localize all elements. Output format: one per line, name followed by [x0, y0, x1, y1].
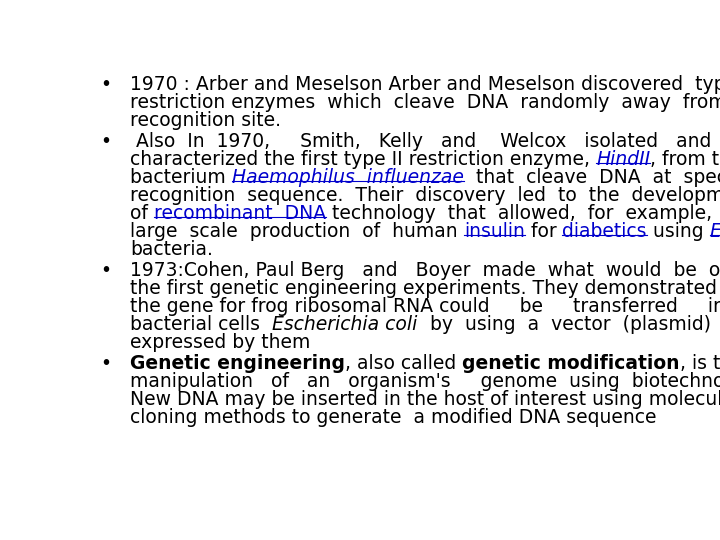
Text: expressed by them: expressed by them: [130, 333, 310, 353]
Text: technology  that  allowed,  for  example,  the: technology that allowed, for example, th…: [326, 204, 720, 224]
Text: Escherichia coli: Escherichia coli: [272, 315, 418, 334]
Text: recombinant  DNA: recombinant DNA: [154, 204, 326, 224]
Text: New DNA may be inserted in the host of interest using molecular: New DNA may be inserted in the host of i…: [130, 390, 720, 409]
Text: Also  In  1970,     Smith,   Kelly   and    Welcox   isolated   and: Also In 1970, Smith, Kelly and Welcox is…: [130, 132, 711, 151]
Text: characterized the first type II restriction enzyme,: characterized the first type II restrict…: [130, 150, 596, 169]
Text: bacterium: bacterium: [130, 168, 232, 187]
Text: diabetics: diabetics: [562, 222, 647, 241]
Text: HindII: HindII: [596, 150, 650, 169]
Text: , from the: , from the: [650, 150, 720, 169]
Text: •: •: [100, 261, 111, 280]
Text: Haemophilus  influenzae: Haemophilus influenzae: [232, 168, 464, 187]
Text: of: of: [130, 204, 154, 224]
Text: E. coli: E. coli: [709, 222, 720, 241]
Text: by  using  a  vector  (plasmid)  then: by using a vector (plasmid) then: [418, 315, 720, 334]
Text: cloning methods to generate  a modified DNA sequence: cloning methods to generate a modified D…: [130, 408, 657, 427]
Text: recognition site.: recognition site.: [130, 111, 282, 130]
Text: bacteria.: bacteria.: [130, 240, 213, 260]
Text: insulin: insulin: [464, 222, 525, 241]
Text: that  cleave  DNA  at  specific: that cleave DNA at specific: [464, 168, 720, 187]
Text: •: •: [100, 354, 111, 373]
Text: manipulation   of   an   organism's     genome  using  biotechnology.: manipulation of an organism's genome usi…: [130, 372, 720, 391]
Text: the first genetic engineering experiments. They demonstrated that: the first genetic engineering experiment…: [130, 279, 720, 298]
Text: 1970 : Arber and Meselson Arber and Meselson discovered  type I: 1970 : Arber and Meselson Arber and Mese…: [130, 75, 720, 94]
Text: for: for: [525, 222, 562, 241]
Text: , also called: , also called: [345, 354, 462, 373]
Text: 1973:Cohen, Paul Berg   and   Boyer  made  what  would  be  one  of: 1973:Cohen, Paul Berg and Boyer made wha…: [130, 261, 720, 280]
Text: recognition  sequence.  Their  discovery  led  to  the  development: recognition sequence. Their discovery le…: [130, 186, 720, 205]
Text: restriction enzymes  which  cleave  DNA  randomly  away  from  the: restriction enzymes which cleave DNA ran…: [130, 93, 720, 112]
Text: genetic modification: genetic modification: [462, 354, 680, 373]
Text: •: •: [100, 132, 111, 151]
Text: , is the direct: , is the direct: [680, 354, 720, 373]
Text: large  scale  production  of  human: large scale production of human: [130, 222, 464, 241]
Text: using: using: [647, 222, 709, 241]
Text: bacterial cells: bacterial cells: [130, 315, 272, 334]
Text: •: •: [100, 75, 111, 94]
Text: the gene for frog ribosomal RNA could     be     transferred     into: the gene for frog ribosomal RNA could be…: [130, 297, 720, 316]
Text: Genetic engineering: Genetic engineering: [130, 354, 345, 373]
